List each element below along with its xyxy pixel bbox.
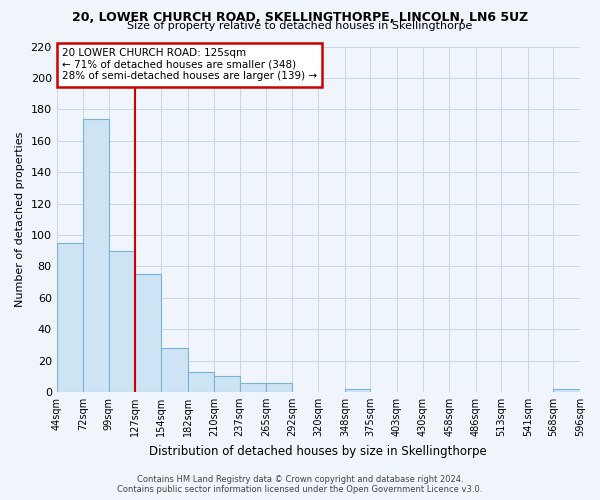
Bar [239,382,266,392]
Bar [345,389,370,392]
Bar [553,389,580,392]
Bar [187,372,214,392]
Bar [83,118,109,392]
Bar [214,376,239,392]
X-axis label: Distribution of detached houses by size in Skellingthorpe: Distribution of detached houses by size … [149,444,487,458]
Text: Contains HM Land Registry data © Crown copyright and database right 2024.
Contai: Contains HM Land Registry data © Crown c… [118,474,482,494]
Bar [266,382,292,392]
Bar [136,274,161,392]
Bar [56,243,83,392]
Bar [109,250,136,392]
Y-axis label: Number of detached properties: Number of detached properties [15,132,25,307]
Text: Size of property relative to detached houses in Skellingthorpe: Size of property relative to detached ho… [127,21,473,31]
Bar [161,348,187,392]
Text: 20, LOWER CHURCH ROAD, SKELLINGTHORPE, LINCOLN, LN6 5UZ: 20, LOWER CHURCH ROAD, SKELLINGTHORPE, L… [72,11,528,24]
Text: 20 LOWER CHURCH ROAD: 125sqm
← 71% of detached houses are smaller (348)
28% of s: 20 LOWER CHURCH ROAD: 125sqm ← 71% of de… [62,48,317,82]
